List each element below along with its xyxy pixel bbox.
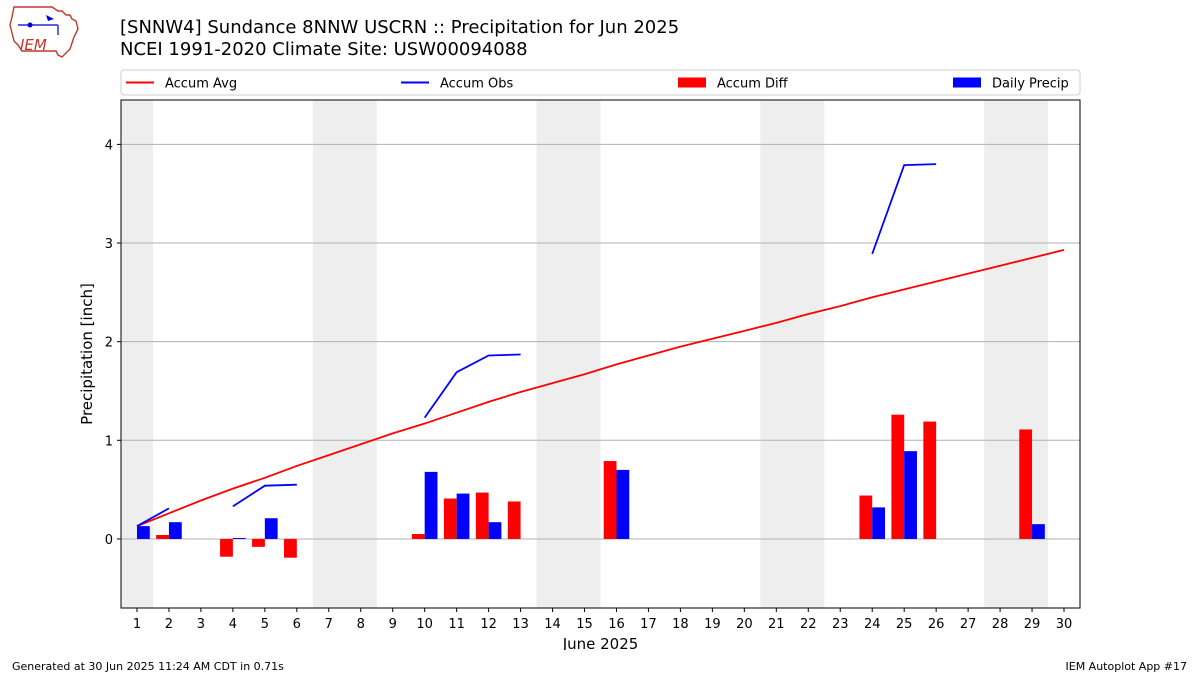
daily-precip-bar-11 [456,493,470,539]
daily-precip-bar-25 [904,451,917,539]
x-tick-label-2: 2 [165,617,173,632]
legend-swatch-3 [953,77,981,88]
daily-precip-bar-24 [872,507,886,539]
x-tick-label-10: 10 [416,617,433,632]
x-tick-label-1: 1 [133,617,141,632]
x-tick-label-26: 26 [928,617,945,632]
legend-label-0: Accum Avg [165,77,237,92]
daily-precip-bar-2 [168,522,182,539]
legend-label-1: Accum Obs [440,77,513,92]
x-tick-label-23: 23 [832,617,849,632]
accum-diff-bar-11 [443,498,457,539]
y-gridlines [121,143,1080,540]
weekend-shade-2 [536,100,601,608]
y-tick-label-0: 0 [105,533,113,548]
x-tick-label-14: 14 [544,617,561,632]
accum-diff-bar-4 [220,538,233,557]
y-tick-label-4: 4 [105,138,113,153]
legend-box [120,69,1081,96]
weekend-shade-3 [760,100,825,608]
accum-diff-bar-26 [923,421,937,539]
accum-diff-bar-13 [507,501,521,539]
x-tick-label-6: 6 [293,617,301,632]
x-tick-label-11: 11 [448,617,465,632]
y-tick-label-2: 2 [105,336,113,351]
chart-subtitle: NCEI 1991-2020 Climate Site: USW00094088 [120,39,528,60]
daily-precip-bar-4 [232,537,246,539]
x-tick-label-3: 3 [197,617,205,632]
weekend-shade-0 [121,100,153,608]
accum-diff-bar-2 [156,535,169,539]
generated-timestamp: Generated at 30 Jun 2025 11:24 AM CDT in… [12,660,284,673]
x-tick-label-13: 13 [512,617,529,632]
accum-diff-bar-24 [859,495,873,539]
legend-swatch-2 [678,77,706,88]
accum-obs-line-0 [136,507,170,527]
x-tick-label-8: 8 [357,617,365,632]
iem-logo: IEM [9,6,79,58]
y-tick-label-1: 1 [105,434,113,449]
accum-diff-bar-6 [284,538,297,558]
legend: Accum Avg Accum Obs Accum Diff Daily Precip [120,69,1081,96]
y-tick-label-3: 3 [105,237,113,252]
x-tick-label-22: 22 [800,617,817,632]
accum-obs-line-2 [423,353,521,419]
legend-label-2: Accum Diff [717,77,789,92]
x-tick-label-16: 16 [608,617,625,632]
legend-label-3: Daily Precip [992,77,1069,92]
daily-precip-bar-1 [136,526,150,539]
accum-diff-bar-5 [252,538,265,547]
x-tick-label-7: 7 [325,617,333,632]
x-tick-label-28: 28 [992,617,1009,632]
x-tick-label-9: 9 [389,617,397,632]
y-axis-label: Precipitation [inch] [78,283,96,425]
daily-precip-bar-5 [264,518,278,539]
lines [136,163,1065,527]
chart-title: [SNNW4] Sundance 8NNW USCRN :: Precipita… [120,17,680,38]
x-tick-label-20: 20 [736,617,753,632]
bars [136,414,1045,558]
x-tick-label-27: 27 [960,617,977,632]
x-tick-label-29: 29 [1024,617,1041,632]
x-tick-label-21: 21 [768,617,785,632]
accum-diff-bar-16 [603,461,617,539]
weekend-shade-1 [312,100,377,608]
x-tick-label-5: 5 [261,617,269,632]
daily-precip-bar-29 [1032,524,1045,539]
weekend-shading [121,100,1049,608]
accum-obs-line-1 [232,483,297,508]
x-tick-label-25: 25 [896,617,913,632]
plot-frame [120,99,1081,609]
accum-obs-line-3 [871,163,937,255]
x-tick-label-19: 19 [704,617,721,632]
accum-avg-line [136,249,1065,527]
accum-diff-bar-29 [1019,429,1033,539]
x-tick-label-15: 15 [576,617,593,632]
accum-diff-bar-10 [411,534,425,539]
daily-precip-bar-16 [616,469,630,539]
accum-diff-bar-25 [891,414,905,539]
x-axis-label: June 2025 [562,635,639,650]
x-tick-label-24: 24 [864,617,881,632]
x-tick-label-12: 12 [480,617,497,632]
x-tick-label-17: 17 [640,617,657,632]
x-tick-label-30: 30 [1056,617,1073,632]
x-tick-label-4: 4 [229,617,237,632]
logo-text: IEM [20,36,47,54]
weekend-shade-4 [984,100,1049,608]
x-tick-label-18: 18 [672,617,689,632]
accum-diff-bar-12 [475,492,489,539]
daily-precip-bar-10 [424,471,438,539]
app-id: IEM Autoplot App #17 [1065,660,1188,673]
daily-precip-bar-12 [488,522,502,539]
